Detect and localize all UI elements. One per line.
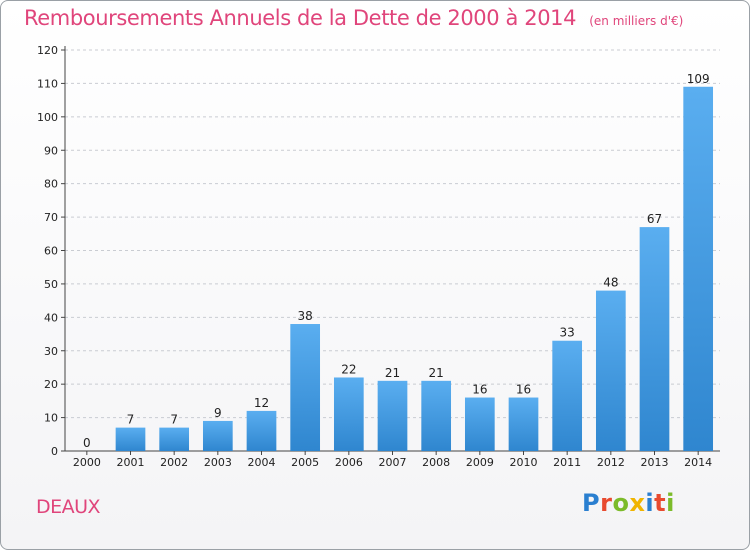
x-tick-labels: 2000 2001 2002 2003 2004 2005 2006 2007 2008 2009…	[73, 456, 712, 469]
x-tick-label: 2012	[597, 456, 625, 469]
y-tick-label: 110	[37, 77, 58, 90]
y-tick-label: 70	[44, 211, 58, 224]
bar	[595, 290, 626, 451]
bar-value-label: 7	[170, 413, 178, 427]
x-tick-label: 2003	[204, 456, 232, 469]
bar-value-label: 21	[385, 366, 400, 380]
x-tick-label: 2011	[553, 456, 581, 469]
logo-letter: r	[600, 489, 613, 517]
y-tick-label: 10	[44, 412, 58, 425]
chart-title: Remboursements Annuels de la Dette de 20…	[24, 6, 577, 30]
bar-value-label: 16	[472, 383, 487, 397]
logo-letter: i	[666, 489, 675, 517]
bar-value-label: 12	[254, 396, 269, 410]
y-tick-label: 90	[44, 144, 58, 157]
bar-value-label: 67	[647, 212, 662, 226]
bar	[683, 86, 714, 451]
y-tick-label: 120	[37, 44, 58, 57]
bar-value-label: 21	[429, 366, 444, 380]
logo-letter: i	[645, 489, 655, 517]
y-tick-label: 100	[37, 111, 58, 124]
x-tick-label: 2006	[335, 456, 363, 469]
bar	[464, 397, 495, 451]
y-tick-label: 80	[44, 178, 58, 191]
x-tick-label: 2010	[510, 456, 538, 469]
x-tick-label: 2008	[422, 456, 450, 469]
unit-note: (en milliers d'€)	[589, 14, 684, 28]
logo-letter: x	[629, 489, 646, 517]
bar	[246, 410, 277, 451]
bar-value-label: 16	[516, 383, 531, 397]
x-tick-label: 2014	[684, 456, 712, 469]
bars	[115, 86, 714, 451]
logo-letter: o	[612, 489, 630, 517]
y-tick-label: 20	[44, 378, 58, 391]
x-tick-label: 2007	[379, 456, 407, 469]
bar	[639, 227, 670, 451]
bar	[159, 427, 190, 451]
bar	[202, 420, 233, 451]
x-tick-label: 2001	[117, 456, 145, 469]
bar	[333, 377, 364, 451]
y-tick-label: 40	[44, 311, 58, 324]
y-tick-label: 0	[51, 445, 58, 458]
bar	[421, 380, 452, 451]
logo-letter: t	[654, 489, 667, 517]
x-tick-label: 2009	[466, 456, 494, 469]
bar-value-label: 7	[127, 413, 135, 427]
x-tick-label: 2005	[291, 456, 319, 469]
y-tick-labels: 0 10 20 30 40 50 60 70 80 90 100 110 120	[37, 44, 58, 458]
bar-value-label: 0	[83, 436, 91, 450]
x-tick-label: 2002	[160, 456, 188, 469]
y-tick-label: 30	[44, 345, 58, 358]
y-tick-label: 50	[44, 278, 58, 291]
bar	[552, 340, 583, 451]
bar-value-label: 9	[214, 406, 222, 420]
bar	[508, 397, 539, 451]
bar	[377, 380, 408, 451]
x-tick-label: 2000	[73, 456, 101, 469]
bar-value-label: 38	[298, 309, 313, 323]
proxiti-logo[interactable]: Proxiti	[582, 489, 675, 517]
logo-letter: P	[582, 489, 601, 517]
x-tick-label: 2004	[248, 456, 276, 469]
place-name: DEAUX	[36, 496, 101, 518]
bar-value-label: 33	[560, 326, 575, 340]
bar	[115, 427, 146, 451]
bar-value-label: 48	[603, 276, 618, 290]
bar-value-label: 109	[687, 72, 710, 86]
grid-lines	[65, 49, 720, 419]
y-tick-label: 60	[44, 245, 58, 258]
bar-value-label: 22	[341, 362, 356, 376]
title-row: Remboursements Annuels de la Dette de 20…	[24, 6, 683, 30]
bar	[290, 324, 321, 451]
x-tick-label: 2013	[641, 456, 669, 469]
value-labels: 0 7 7 9 12 38 22 21 21 16 16 33 48 67 109	[83, 72, 710, 450]
